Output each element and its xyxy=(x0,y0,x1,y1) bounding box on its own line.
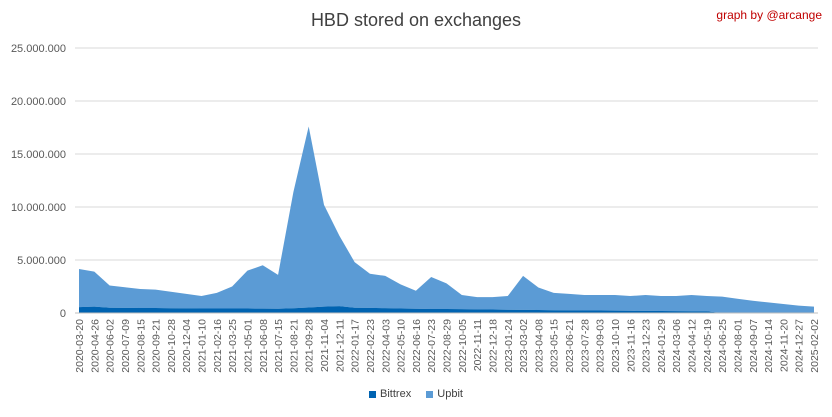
area-upbit xyxy=(79,126,814,313)
x-tick-label: 2020-08-15 xyxy=(135,319,147,373)
x-tick-label: 2023-03-02 xyxy=(518,319,530,373)
y-axis-ticks: 0 5.000.000 10.000.000 15.000.000 20.000.000… xyxy=(11,43,66,320)
x-tick-label: 2024-03-06 xyxy=(671,319,683,373)
x-tick-label: 2023-12-23 xyxy=(641,319,653,373)
x-tick-label: 2022-11-11 xyxy=(472,319,484,371)
x-tick-label: 2024-06-25 xyxy=(717,319,729,373)
x-tick-label: 2021-05-01 xyxy=(242,319,254,373)
x-tick-label: 2021-01-10 xyxy=(197,319,209,373)
chart-title: HBD stored on exchanges xyxy=(310,10,522,30)
x-tick-label: 2020-04-26 xyxy=(89,319,101,373)
y-tick-label: 10.000.000 xyxy=(11,202,66,214)
x-tick-label: 2020-09-21 xyxy=(151,319,163,373)
x-tick-label: 2024-09-07 xyxy=(748,319,760,373)
legend: Bittrex Upbit xyxy=(0,388,832,400)
x-tick-label: 2020-07-09 xyxy=(120,319,132,373)
x-tick-label: 2023-11-16 xyxy=(625,319,637,372)
x-tick-label: 2024-12-27 xyxy=(794,319,806,373)
x-tick-label: 2024-04-12 xyxy=(687,319,699,373)
x-tick-label: 2023-06-21 xyxy=(564,319,576,373)
legend-swatch-bittrex xyxy=(369,390,377,398)
series-areas xyxy=(75,126,818,314)
x-tick-label: 2022-10-05 xyxy=(457,319,469,373)
x-tick-label: 2023-05-15 xyxy=(549,319,561,373)
x-tick-label: 2020-03-20 xyxy=(74,319,86,373)
x-tick-label: 2023-09-03 xyxy=(595,319,607,373)
x-tick-label: 2023-04-08 xyxy=(533,319,545,373)
x-tick-label: 2021-02-16 xyxy=(212,319,224,373)
x-tick-label: 2021-09-28 xyxy=(304,319,316,373)
x-tick-label: 2022-07-23 xyxy=(426,319,438,373)
x-axis-ticks: 2020-03-20 2020-04-26 2020-06-02 2020-07-09… xyxy=(74,319,821,373)
legend-item-bittrex: Bittrex xyxy=(369,388,411,400)
x-tick-label: 2020-12-04 xyxy=(181,319,193,373)
x-tick-label: 2021-07-15 xyxy=(273,319,285,373)
x-tick-label: 2025-02-02 xyxy=(809,319,821,373)
x-tick-label: 2023-01-24 xyxy=(503,319,515,373)
x-tick-label: 2021-08-21 xyxy=(288,319,300,373)
x-tick-label: 2022-06-16 xyxy=(411,319,423,373)
y-tick-label: 0 xyxy=(60,308,66,320)
area-bittrex xyxy=(79,306,814,313)
x-tick-label: 2022-05-10 xyxy=(396,319,408,373)
x-tick-label: 2022-01-17 xyxy=(350,319,362,373)
x-tick-label: 2024-05-19 xyxy=(702,319,714,373)
y-tick-label: 25.000.000 xyxy=(11,43,66,55)
x-tick-label: 2022-02-23 xyxy=(365,319,377,373)
x-tick-label: 2021-11-04 xyxy=(319,319,331,372)
legend-label-upbit: Upbit xyxy=(437,388,463,400)
x-tick-label: 2022-04-03 xyxy=(380,319,392,373)
x-tick-label: 2024-01-29 xyxy=(656,319,668,373)
x-tick-label: 2022-08-29 xyxy=(442,319,454,373)
legend-swatch-upbit xyxy=(426,390,434,398)
x-tick-label: 2024-08-01 xyxy=(732,319,744,373)
legend-item-upbit: Upbit xyxy=(426,388,463,400)
x-tick-label: 2020-06-02 xyxy=(105,319,117,373)
x-tick-label: 2024-10-14 xyxy=(763,319,775,373)
x-tick-label: 2021-12-11 xyxy=(334,319,346,372)
y-tick-label: 15.000.000 xyxy=(11,149,66,161)
credit-label: graph by @arcange xyxy=(716,8,822,22)
x-tick-label: 2023-07-28 xyxy=(579,319,591,373)
x-tick-label: 2023-10-10 xyxy=(610,319,622,373)
x-tick-label: 2021-06-08 xyxy=(258,319,270,373)
x-tick-label: 2020-10-28 xyxy=(166,319,178,373)
y-tick-label: 5.000.000 xyxy=(17,255,66,267)
legend-label-bittrex: Bittrex xyxy=(380,388,412,400)
x-tick-label: 2021-03-25 xyxy=(227,319,239,373)
x-tick-label: 2024-11-20 xyxy=(778,319,790,372)
y-tick-label: 20.000.000 xyxy=(11,96,66,108)
x-tick-label: 2022-12-18 xyxy=(487,319,499,373)
gridlines xyxy=(75,47,818,314)
